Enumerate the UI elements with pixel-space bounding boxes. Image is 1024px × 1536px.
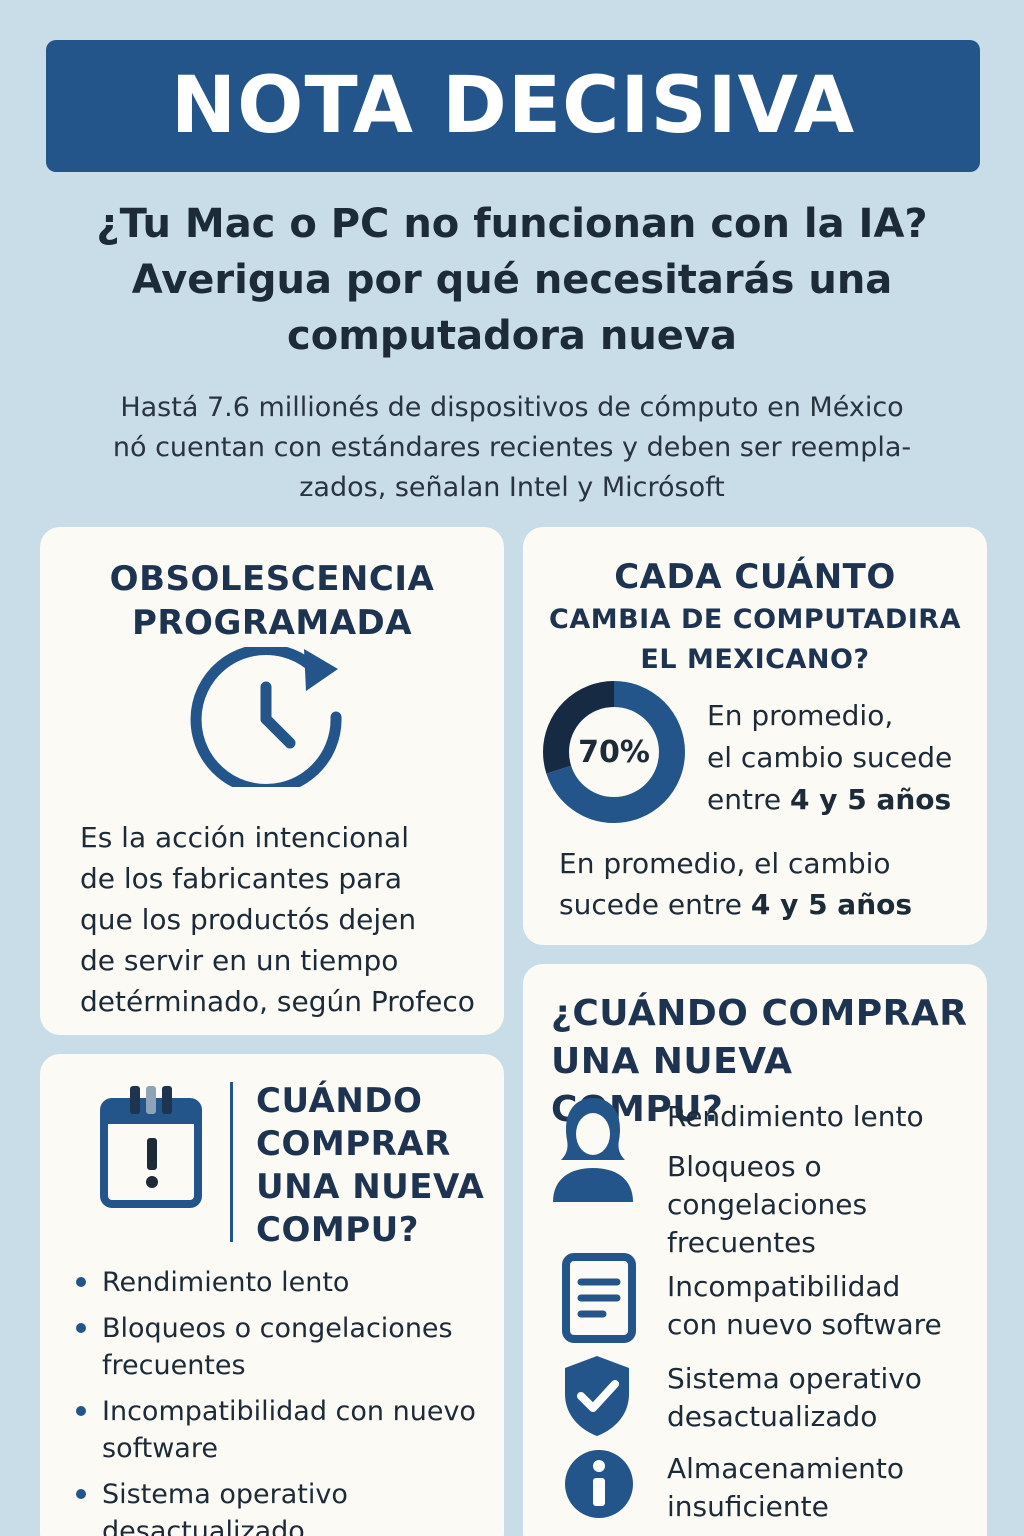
headline-line: Averigua por qué necesitarás una — [131, 257, 893, 303]
item-line: desactualizado — [667, 1400, 878, 1433]
document-icon — [562, 1253, 636, 1343]
frequency-side-text: En promedio, el cambio sucede entre 4 y … — [707, 695, 977, 821]
list-item: Sistema operativo desactualizado — [74, 1476, 504, 1536]
item-text: Rendimiento lento — [667, 1100, 924, 1133]
item-line: Incompatibilidad — [667, 1270, 901, 1303]
when-left-title: CUÁNDO COMPRAR UNA NUEVA COMPU? — [256, 1080, 496, 1252]
obsolescence-title: OBSOLESCENCIA PROGRAMADA — [40, 557, 504, 645]
description-line: de servir en un tiempo — [80, 944, 399, 977]
title-line: ¿CUÁNDO COMPRAR — [551, 993, 968, 1034]
title-line: COMPRAR — [256, 1124, 451, 1164]
description-line: de los fabricantes para — [80, 862, 402, 895]
side-years: 4 y 5 años — [789, 783, 952, 816]
frequency-subtitle: EL MEXICANO? — [640, 644, 870, 675]
item-text: Incompatibilidad con nuevo software — [667, 1268, 977, 1344]
donut-percent-label: 70% — [578, 734, 650, 770]
description-line: que los productós dejen — [80, 903, 417, 936]
bottom-years: 4 y 5 años — [750, 888, 913, 921]
item-line: frecuentes — [667, 1226, 816, 1259]
vertical-divider — [230, 1082, 233, 1242]
list-item: Rendimiento lento — [74, 1264, 504, 1301]
item-line: insuficiente — [667, 1490, 829, 1523]
obsolescence-card: OBSOLESCENCIA PROGRAMADA Es la acción in… — [40, 527, 504, 1035]
item-line: Sistema operativo — [667, 1362, 922, 1395]
side-line: entre 4 y 5 años — [707, 779, 977, 821]
when-left-list: Rendimiento lento Bloqueos o congelacion… — [74, 1264, 504, 1536]
title-line: COMPU? — [256, 1210, 419, 1250]
frequency-bottom-text: En promedio, el cambio sucede entre 4 y … — [559, 843, 979, 925]
title-line: OBSOLESCENCIA — [109, 559, 435, 599]
description-line: detérminado, según Profeco — [80, 985, 475, 1018]
side-prefix: entre — [707, 783, 790, 816]
item-text: Sistema operativo desactualizado — [667, 1360, 977, 1436]
side-line: el cambio sucede — [707, 741, 953, 774]
donut-svg — [543, 681, 685, 823]
title-banner: NOTA DECISIVA — [46, 40, 980, 172]
headline: ¿Tu Mac o PC no funcionan con la IA? Ave… — [40, 196, 984, 364]
title-line: UNA NUEVA — [256, 1167, 485, 1207]
subhead-line: zados, señalan Intel y Micrósoft — [299, 472, 725, 503]
when-buy-card-right: ¿CUÁNDO COMPRAR UNA NUEVA COMPU? Rendimi… — [523, 964, 987, 1536]
bottom-line: En promedio, el cambio — [559, 847, 891, 880]
obsolescence-description: Es la acción intencional de los fabrican… — [80, 817, 500, 1022]
frequency-card: CADA CUÁNTO CAMBIA DE COMPUTADIRA EL MEX… — [523, 527, 987, 945]
item-line: con nuevo software — [667, 1308, 942, 1341]
subhead-line: nó cuentan con estándares recientes y de… — [112, 432, 912, 463]
banner-title: NOTA DECISIVA — [170, 61, 856, 151]
item-text: Bloqueos o congelaciones frecuentes — [667, 1148, 977, 1262]
subhead-line: Hastá 7.6 millionés de dispositivos de c… — [120, 392, 904, 423]
when-buy-card-left: CUÁNDO COMPRAR UNA NUEVA COMPU? Rendimie… — [40, 1054, 504, 1536]
headline-line: computadora nueva — [287, 313, 737, 359]
frequency-subtitle: CAMBIA DE COMPUTADIRA — [549, 604, 961, 635]
item-line: Bloqueos o — [667, 1150, 822, 1183]
donut-chart: 70% — [541, 679, 687, 825]
list-item: Bloqueos o congelaciones frecuentes — [74, 1310, 504, 1384]
title-line: CUÁNDO — [256, 1081, 423, 1121]
description-line: Es la acción intencional — [80, 821, 409, 854]
user-icon — [553, 1098, 633, 1202]
item-text: Almacenamiento insuficiente — [667, 1450, 977, 1526]
calendar-alert-icon — [100, 1086, 202, 1208]
item-line: Almacenamiento — [667, 1452, 905, 1485]
clock-arrow-icon — [190, 647, 342, 787]
subhead: Hastá 7.6 millionés de dispositivos de c… — [50, 388, 974, 508]
side-line: En promedio, — [707, 699, 894, 732]
shield-check-icon — [565, 1356, 629, 1436]
info-icon — [565, 1450, 633, 1518]
frequency-title: CADA CUÁNTO — [614, 557, 896, 597]
title-line: PROGRAMADA — [131, 603, 413, 643]
bottom-prefix: sucede entre — [559, 888, 751, 921]
bottom-line: sucede entre 4 y 5 años — [559, 884, 979, 925]
list-item: Incompatibilidad con nuevo software — [74, 1393, 504, 1467]
donut-slice-resto — [543, 681, 685, 823]
headline-line: ¿Tu Mac o PC no funcionan con la IA? — [96, 201, 928, 247]
item-line: congelaciones — [667, 1188, 868, 1221]
